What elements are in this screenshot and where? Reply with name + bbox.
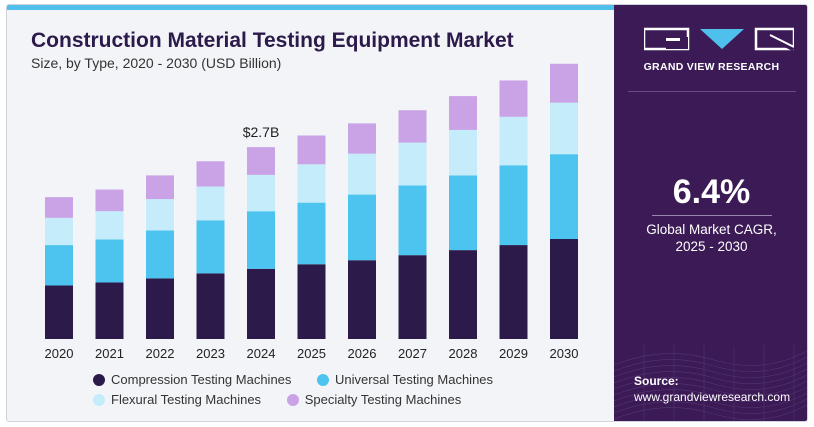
- legend-compression: Compression Testing Machines: [93, 372, 291, 387]
- bar-segment-2024-compression: [247, 268, 275, 339]
- accent-top-bar: [7, 5, 614, 10]
- cagr-label: Global Market CAGR,: [646, 222, 777, 237]
- bar-segment-2028-universal: [449, 175, 477, 251]
- bar-segment-2021-flexural: [95, 211, 124, 240]
- legend-label-compression: Compression Testing Machines: [111, 372, 292, 387]
- legend-swatch-universal: [317, 374, 330, 386]
- brand-name: GRAND VIEW RESEARCH: [643, 61, 780, 73]
- cagr-value: 6.4%: [672, 173, 751, 211]
- x-tick-label-2026: 2026: [348, 346, 377, 361]
- source-url[interactable]: www.grandviewresearch.com: [634, 390, 791, 404]
- x-tick-label-2022: 2022: [146, 346, 175, 361]
- bar-segment-2026-compression: [348, 260, 376, 339]
- bar-segment-2021-compression: [95, 282, 124, 339]
- grand-view-research-logo: [644, 27, 794, 52]
- bar-segment-2020-specialty: [45, 197, 73, 218]
- bar-segment-2026-specialty: [348, 123, 376, 154]
- x-tick-label-2024: 2024: [247, 346, 276, 361]
- bar-segment-2030-specialty: [550, 63, 578, 103]
- bar-segment-2027-flexural: [398, 142, 427, 186]
- bar-segment-2028-flexural: [449, 129, 477, 176]
- bar-segment-2025-compression: [297, 264, 326, 339]
- chart-card: Construction Material Testing Equipment …: [6, 4, 808, 422]
- bar-segment-2022-specialty: [146, 175, 174, 200]
- chart-subtitle: Size, by Type, 2020 - 2030 (USD Billion): [31, 55, 282, 71]
- x-tick-label-2023: 2023: [196, 346, 225, 361]
- bar-segment-2027-universal: [398, 185, 427, 256]
- bar-segment-2029-universal: [499, 165, 528, 246]
- x-tick-label-2020: 2020: [45, 346, 74, 361]
- cagr-rule: [652, 215, 772, 216]
- bar-segment-2021-specialty: [95, 189, 124, 212]
- sidebar-divider: [628, 91, 796, 92]
- x-tick-label-2028: 2028: [449, 346, 478, 361]
- x-tick-label-2025: 2025: [297, 346, 326, 361]
- bar-segment-2025-specialty: [297, 135, 326, 165]
- bar-segment-2026-universal: [348, 194, 376, 261]
- chart-title: Construction Material Testing Equipment …: [31, 29, 514, 52]
- legend-row-1: Compression Testing Machines Universal T…: [93, 372, 515, 387]
- source-note: Source: www.grandviewresearch.com: [634, 373, 790, 405]
- bar-segment-2024-flexural: [247, 174, 275, 212]
- legend-swatch-flexural: [93, 394, 105, 406]
- bar-segment-2021-universal: [95, 239, 124, 283]
- bar-segment-2020-universal: [45, 245, 73, 286]
- legend-label-specialty: Specialty Testing Machines: [304, 392, 462, 407]
- bar-segment-2029-flexural: [499, 116, 528, 166]
- source-label: Source:: [634, 374, 679, 388]
- decorative-wave-graphic: [614, 343, 807, 421]
- bar-segment-2022-flexural: [146, 199, 174, 231]
- legend-swatch-specialty: [286, 394, 299, 406]
- x-tick-label-2027: 2027: [398, 346, 427, 361]
- sidebar-panel: GRAND VIEW RESEARCH 6.4% Global Market C…: [614, 5, 807, 421]
- bar-segment-2027-compression: [398, 255, 427, 339]
- bar-segment-2029-specialty: [499, 80, 528, 117]
- bar-segment-2028-specialty: [449, 96, 477, 130]
- legend-label-universal: Universal Testing Machines: [335, 372, 494, 387]
- legend-specialty: Specialty Testing Machines: [286, 392, 462, 407]
- legend-flexural: Flexural Testing Machines: [93, 392, 261, 407]
- legend-row-2: Flexural Testing Machines Specialty Test…: [93, 392, 483, 407]
- bar-segment-2023-compression: [196, 273, 225, 339]
- bar-segment-2020-compression: [45, 285, 73, 339]
- bar-segment-2024-universal: [247, 211, 275, 269]
- bar-segment-2030-compression: [550, 239, 578, 339]
- bar-segment-2023-specialty: [196, 161, 225, 187]
- bar-segment-2027-specialty: [398, 110, 427, 143]
- cagr-years: 2025 - 2030: [675, 239, 748, 254]
- bar-segment-2024-specialty: [247, 147, 275, 175]
- bar-segment-2023-flexural: [196, 186, 225, 221]
- bar-segment-2025-flexural: [297, 164, 326, 203]
- bar-segment-2022-compression: [146, 278, 174, 339]
- bar-segment-2029-compression: [499, 245, 528, 339]
- bar-segment-2023-universal: [196, 220, 225, 274]
- x-tick-label-2021: 2021: [95, 346, 124, 361]
- bar-segment-2026-flexural: [348, 153, 376, 195]
- data-label-2024: $2.7B: [243, 124, 280, 140]
- legend-universal: Universal Testing Machines: [317, 372, 493, 387]
- bar-segment-2025-universal: [297, 202, 326, 265]
- bar-segment-2022-universal: [146, 230, 174, 279]
- stacked-bar-chart: 2020 2021 2022 2023 2024 $2.7B 2025 2026 2027 202…: [45, 63, 579, 361]
- bar-segment-2030-universal: [550, 154, 578, 240]
- x-tick-label-2030: 2030: [550, 346, 579, 361]
- x-tick-label-2029: 2029: [499, 346, 528, 361]
- bar-segment-2020-flexural: [45, 217, 73, 246]
- legend-swatch-compression: [93, 374, 105, 386]
- legend-label-flexural: Flexural Testing Machines: [111, 392, 262, 407]
- bar-segment-2028-compression: [449, 250, 477, 339]
- bar-segment-2030-flexural: [550, 102, 578, 155]
